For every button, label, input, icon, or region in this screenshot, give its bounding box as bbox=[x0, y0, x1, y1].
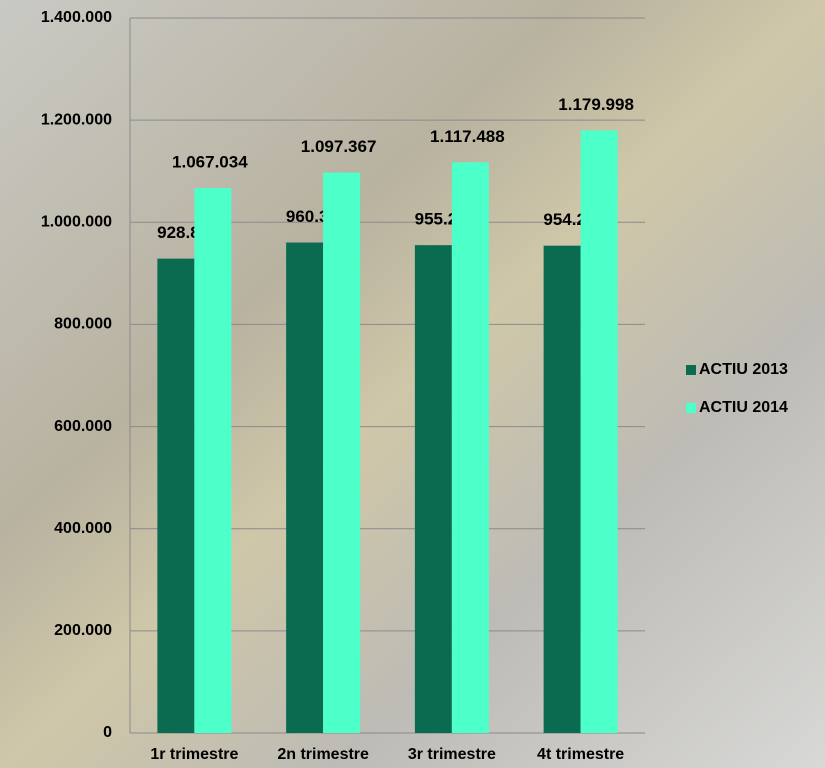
y-tick-label: 400.000 bbox=[54, 520, 112, 537]
value-label: 1.179.998 bbox=[558, 95, 634, 114]
legend-label: ACTIU 2014 bbox=[699, 399, 788, 416]
y-tick-label: 200.000 bbox=[54, 622, 112, 639]
legend-label: ACTIU 2013 bbox=[699, 361, 788, 378]
bar bbox=[581, 130, 618, 733]
y-tick-label: 600.000 bbox=[54, 418, 112, 435]
chart: 0 200.000 400.000 600.000 800.000 1.000.000 1.… bbox=[0, 0, 825, 768]
background bbox=[0, 0, 825, 768]
y-tick-label: 0 bbox=[103, 724, 112, 741]
x-tick-label: 3r trimestre bbox=[408, 746, 496, 763]
value-label: 1.067.034 bbox=[172, 153, 248, 172]
x-tick-label: 4t trimestre bbox=[537, 746, 624, 763]
x-tick-label: 1r trimestre bbox=[150, 746, 238, 763]
page: 0 200.000 400.000 600.000 800.000 1.000.000 1.… bbox=[0, 0, 825, 768]
bar bbox=[194, 188, 231, 733]
legend-swatch bbox=[686, 403, 696, 413]
bar bbox=[323, 173, 360, 733]
x-tick-label: 2n trimestre bbox=[277, 746, 369, 763]
y-tick-label: 1.200.000 bbox=[41, 111, 112, 128]
bar bbox=[452, 162, 489, 733]
value-label: 1.117.488 bbox=[430, 127, 505, 146]
bar bbox=[157, 259, 194, 733]
bar bbox=[415, 245, 452, 733]
value-label: 1.097.367 bbox=[301, 137, 377, 156]
y-tick-label: 1.400.000 bbox=[41, 9, 112, 26]
y-tick-label: 1.000.000 bbox=[41, 214, 112, 231]
bar bbox=[286, 243, 323, 733]
y-tick-label: 800.000 bbox=[54, 316, 112, 333]
bar bbox=[544, 246, 581, 733]
legend-swatch bbox=[686, 365, 696, 375]
